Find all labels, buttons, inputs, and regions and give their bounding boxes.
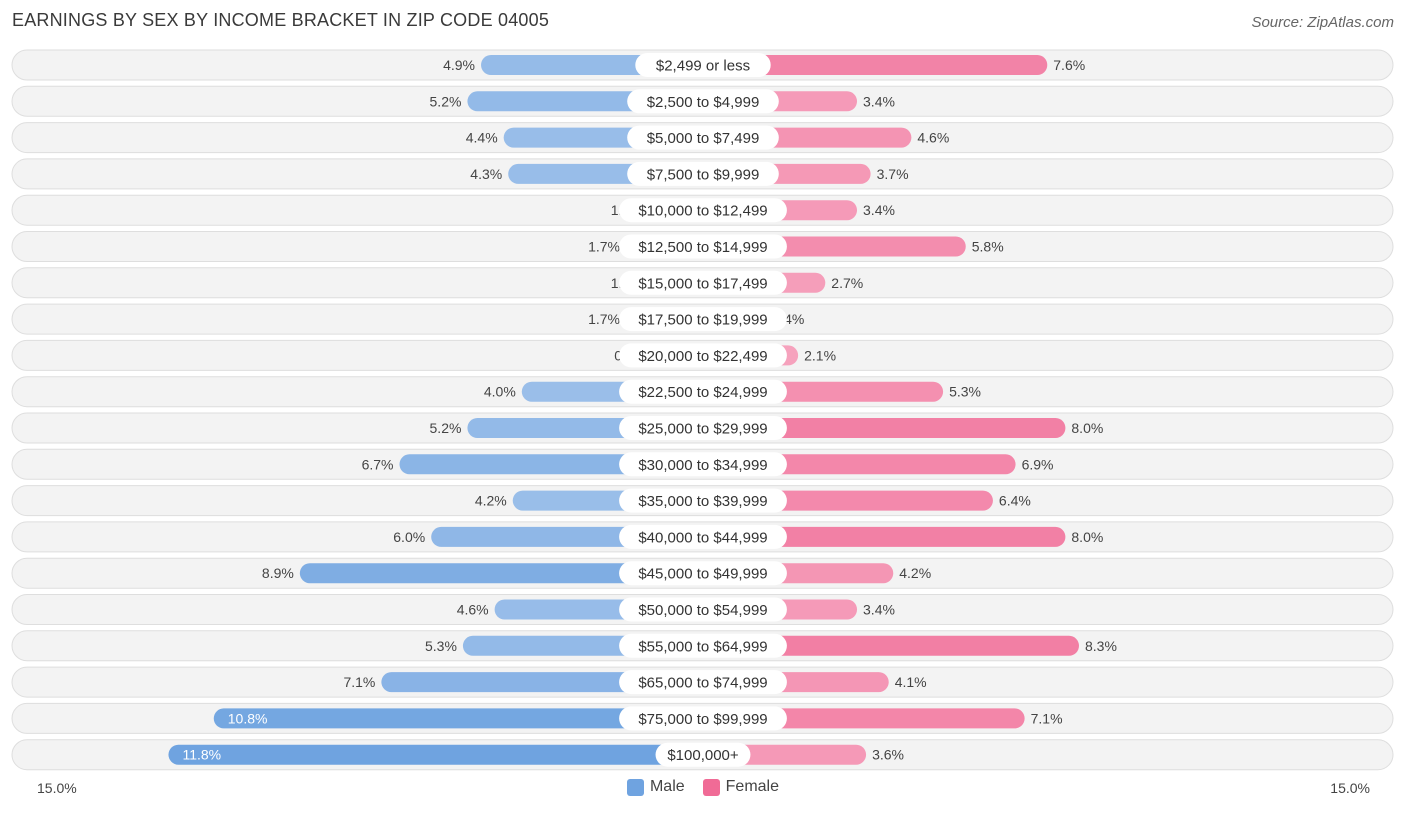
category-label: $10,000 to $12,499 (638, 203, 767, 220)
category-pill (635, 53, 771, 77)
category-pill (619, 270, 787, 295)
category-label: $55,000 to $64,999 (638, 638, 767, 655)
category-label: $2,499 or less (656, 58, 750, 75)
category-label: $20,000 to $22,499 (638, 348, 767, 365)
category-label: $40,000 to $44,999 (638, 529, 767, 546)
bar-female (703, 55, 1048, 75)
data-label-female: 3.4% (863, 93, 895, 109)
category-label: $45,000 to $49,999 (638, 566, 767, 583)
data-label-male: 5.2% (430, 420, 462, 436)
data-label-female: 6.4% (999, 493, 1031, 509)
category-pill (627, 125, 779, 150)
legend-label-female: Female (725, 778, 780, 795)
category-pill (627, 89, 779, 114)
category-label: $17,500 to $19,999 (638, 312, 767, 329)
category-label: $65,000 to $74,999 (638, 675, 767, 692)
data-label-female: 4.6% (917, 130, 949, 146)
data-label-male: 4.9% (443, 57, 475, 73)
data-label-female: 7.6% (1053, 57, 1085, 73)
data-label-female: 4.2% (899, 565, 931, 581)
category-pill (619, 307, 787, 332)
data-label-male: 6.0% (393, 529, 425, 545)
data-label-male: 4.4% (466, 130, 498, 146)
data-label-female: 6.9% (1022, 456, 1054, 472)
category-pill (619, 524, 787, 549)
category-label: $100,000+ (667, 747, 739, 764)
data-label-female: 5.3% (949, 384, 981, 400)
data-label-female: 3.4% (863, 602, 895, 618)
data-label-male: 1.7% (588, 311, 620, 327)
bar-female (703, 635, 1079, 656)
category-pill (619, 452, 787, 477)
axis-label-right: 15.0% (1330, 780, 1370, 796)
chart-plot: 4.9% 7.6% $2,499 or less 5.2% 3.4% $2,500 to … (11, 49, 1394, 771)
category-label: $2,500 to $4,999 (647, 94, 760, 111)
data-label-female: 8.0% (1071, 529, 1103, 545)
data-label-male: 6.7% (362, 456, 394, 472)
category-label: $35,000 to $39,999 (638, 493, 767, 510)
legend-item-male: Male (626, 778, 685, 796)
category-label: $7,500 to $9,999 (647, 166, 760, 183)
legend-swatch-female (702, 778, 720, 796)
category-label: $25,000 to $29,999 (638, 421, 767, 438)
legend-item-female: Female (702, 778, 780, 796)
category-label: $15,000 to $17,499 (638, 275, 767, 292)
category-pill (619, 198, 787, 223)
category-pill (627, 161, 779, 186)
data-label-male: 11.8% (182, 747, 221, 763)
chart-legend: Male Female (0, 778, 1406, 796)
data-label-male: 8.9% (262, 565, 294, 581)
data-label-male: 7.1% (343, 674, 375, 690)
data-label-female: 2.1% (804, 347, 836, 363)
category-pill (619, 597, 787, 622)
axis-label-left: 15.0% (37, 780, 77, 796)
category-label: $22,500 to $24,999 (638, 384, 767, 401)
category-pill (619, 234, 787, 259)
category-label: $75,000 to $99,999 (638, 711, 767, 728)
category-pill (619, 706, 787, 731)
category-label: $5,000 to $7,499 (647, 130, 760, 147)
bar-male (168, 744, 703, 765)
data-label-female: 5.8% (972, 239, 1004, 255)
data-label-female: 8.0% (1071, 420, 1103, 436)
data-label-female: 7.1% (1031, 710, 1063, 726)
data-label-male: 4.6% (457, 602, 489, 618)
category-pill (619, 670, 787, 695)
category-label: $12,500 to $14,999 (638, 239, 767, 256)
category-pill (619, 561, 787, 586)
data-label-male: 4.2% (475, 493, 507, 509)
data-label-male: 5.2% (430, 93, 462, 109)
category-label: $30,000 to $34,999 (638, 457, 767, 474)
chart-source: Source: ZipAtlas.com (1251, 14, 1394, 31)
data-label-female: 3.7% (877, 166, 909, 182)
category-pill (619, 343, 787, 368)
data-label-male: 4.3% (470, 166, 502, 182)
category-pill (655, 742, 751, 767)
bar-female (703, 418, 1066, 438)
data-label-male: 4.0% (484, 384, 516, 400)
bar-male (213, 708, 703, 729)
bar-female (703, 526, 1066, 547)
category-pill (619, 633, 787, 658)
data-label-male: 10.8% (228, 710, 268, 726)
category-pill (619, 488, 787, 513)
category-pill (619, 379, 787, 404)
category-label: $50,000 to $54,999 (638, 602, 767, 619)
data-label-female: 3.6% (872, 747, 904, 763)
data-label-female: 2.7% (831, 275, 863, 291)
legend-swatch-male (626, 778, 644, 796)
legend-label-male: Male (649, 778, 685, 795)
data-label-male: 5.3% (425, 638, 457, 654)
category-pill (619, 416, 787, 440)
bar-male (299, 563, 703, 584)
chart-title: EARNINGS BY SEX BY INCOME BRACKET IN ZIP… (12, 10, 550, 30)
data-label-female: 4.1% (895, 674, 927, 690)
data-label-female: 8.3% (1085, 638, 1117, 654)
data-label-male: 1.7% (588, 239, 620, 255)
data-label-female: 3.4% (863, 202, 895, 218)
